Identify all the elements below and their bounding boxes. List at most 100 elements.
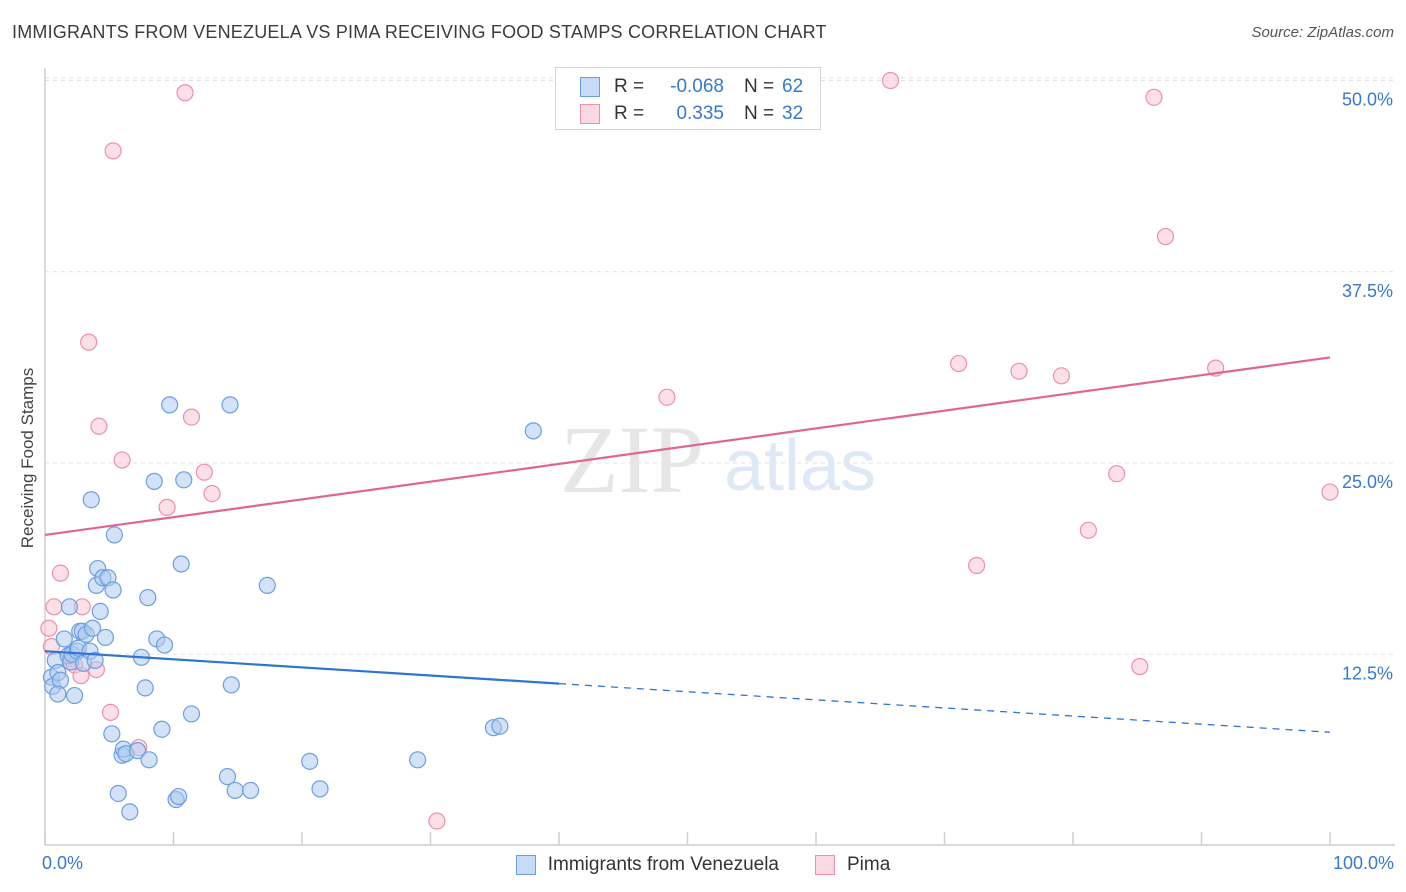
pima-point: [1010, 362, 1028, 380]
venezuela-point: [311, 780, 329, 798]
pima-point: [428, 812, 446, 830]
venezuela-point: [222, 676, 240, 694]
pima-point: [195, 463, 213, 481]
pima-point: [1156, 227, 1175, 246]
legend-n-label: N =: [744, 76, 775, 97]
y-tick-label: 37.5%: [1342, 281, 1393, 301]
venezuela-point: [218, 768, 237, 786]
venezuela-point: [161, 396, 179, 414]
venezuela-point: [182, 705, 201, 723]
legend-row-venezuela: R = -0.068 N = 62: [580, 75, 803, 99]
venezuela-point: [104, 581, 122, 599]
pima-point: [104, 142, 122, 160]
pima-point: [1145, 88, 1163, 106]
pima-trend-line: [44, 356, 1331, 536]
venezuela-point: [65, 686, 84, 705]
venezuela-point: [409, 751, 427, 769]
pima-point: [1079, 521, 1098, 539]
venezuela-point: [96, 628, 114, 647]
legend-swatch-venezuela: [515, 855, 536, 875]
venezuela-point: [139, 589, 157, 607]
venezuela-trend-extension: [558, 682, 1331, 733]
legend-swatch-pima: [814, 855, 835, 875]
legend-n-label: N =: [744, 103, 775, 124]
venezuela-point: [86, 651, 104, 669]
legend-row-pima: R = 0.335 N = 32: [580, 102, 803, 126]
chart-source: Source: ZipAtlas.com: [1251, 24, 1394, 41]
pima-point: [1131, 657, 1149, 676]
data-points: [40, 71, 1339, 830]
legend-r-label: R =: [614, 103, 645, 124]
legend-r-value: 0.335: [676, 103, 724, 124]
pima-point: [182, 408, 201, 426]
pima-point: [45, 598, 63, 616]
pima-point: [113, 451, 131, 469]
correlation-legend: R = -0.068 N = 62 R = 0.335 N = 32: [555, 67, 821, 130]
pima-point: [950, 354, 968, 373]
venezuela-point: [175, 471, 193, 489]
pima-point: [881, 71, 900, 90]
venezuela-point: [105, 526, 123, 544]
legend-label-venezuela: Immigrants from Venezuela: [547, 854, 779, 875]
legend-r-value: -0.068: [670, 76, 724, 97]
legend-r-label: R =: [614, 76, 645, 97]
trend-lines: [44, 356, 1331, 733]
pima-point: [158, 498, 176, 516]
venezuela-point: [301, 752, 319, 770]
venezuela-point: [103, 725, 121, 743]
venezuela-point: [221, 396, 239, 414]
legend-n-value: 62: [782, 76, 804, 97]
legend-n-value: 32: [782, 103, 804, 124]
pima-point: [1052, 367, 1071, 385]
x-tick-label: 100.0%: [1333, 853, 1394, 873]
venezuela-point: [140, 751, 158, 769]
pima-point: [80, 333, 98, 351]
axes: [44, 68, 1395, 846]
series-legend: Immigrants from Venezuela Pima: [0, 852, 1406, 878]
pima-point: [968, 556, 986, 575]
venezuela-trend-line: [44, 650, 560, 685]
y-tick-label: 25.0%: [1342, 472, 1393, 492]
grid-lines: [45, 77, 1395, 655]
pima-point: [51, 564, 70, 582]
venezuela-point: [170, 787, 188, 806]
venezuela-point: [145, 472, 163, 490]
pima-point: [40, 619, 58, 637]
venezuela-point: [128, 742, 147, 760]
venezuela-point: [242, 781, 260, 800]
y-tick-label: 12.5%: [1342, 663, 1393, 683]
venezuela-point: [136, 679, 154, 697]
venezuela-point: [49, 685, 67, 703]
venezuela-point: [121, 803, 139, 821]
venezuela-point: [155, 636, 174, 654]
watermark: ZIP atlas: [560, 406, 876, 513]
pima-point: [1108, 465, 1126, 483]
legend-label-pima: Pima: [846, 854, 891, 875]
x-tick-label: 0.0%: [42, 853, 83, 873]
venezuela-point: [55, 630, 73, 648]
venezuela-point: [153, 720, 171, 738]
venezuela-point: [172, 555, 190, 573]
pima-point: [658, 388, 676, 406]
tick-labels: 12.5% 25.0% 37.5% 50.0% 0.0% 100.0%: [42, 90, 1394, 874]
pima-point: [176, 84, 194, 102]
legend-swatch-venezuela: [580, 77, 600, 97]
legend-item-pima: Pima: [814, 854, 891, 876]
legend-item-venezuela: Immigrants from Venezuela: [515, 854, 779, 876]
pima-point: [101, 703, 120, 721]
chart-title: IMMIGRANTS FROM VENEZUELA VS PIMA RECEIV…: [12, 22, 827, 42]
watermark-atlas: atlas: [724, 426, 876, 506]
pima-point: [1321, 483, 1339, 501]
pima-point: [203, 485, 221, 503]
venezuela-point: [226, 781, 244, 800]
venezuela-point: [258, 576, 276, 595]
pima-point: [90, 417, 108, 435]
venezuela-point: [60, 598, 79, 616]
watermark-zip: ZIP: [560, 406, 704, 513]
legend-swatch-pima: [580, 104, 600, 124]
venezuela-point: [91, 602, 109, 621]
venezuela-point: [82, 491, 100, 509]
venezuela-point: [83, 619, 102, 637]
venezuela-point: [491, 717, 509, 735]
